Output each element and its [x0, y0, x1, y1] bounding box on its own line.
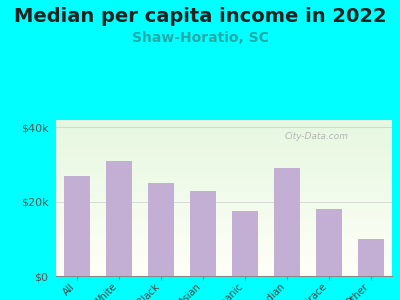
Bar [316, 209, 342, 276]
Bar [358, 239, 384, 276]
Bar [232, 211, 258, 276]
Bar [190, 190, 216, 276]
Text: City-Data.com: City-Data.com [284, 133, 348, 142]
Bar [106, 161, 132, 276]
Bar [274, 168, 300, 276]
Text: Shaw-Horatio, SC: Shaw-Horatio, SC [132, 32, 268, 46]
Bar [64, 176, 90, 276]
Bar [148, 183, 174, 276]
Text: Median per capita income in 2022: Median per capita income in 2022 [14, 8, 386, 26]
